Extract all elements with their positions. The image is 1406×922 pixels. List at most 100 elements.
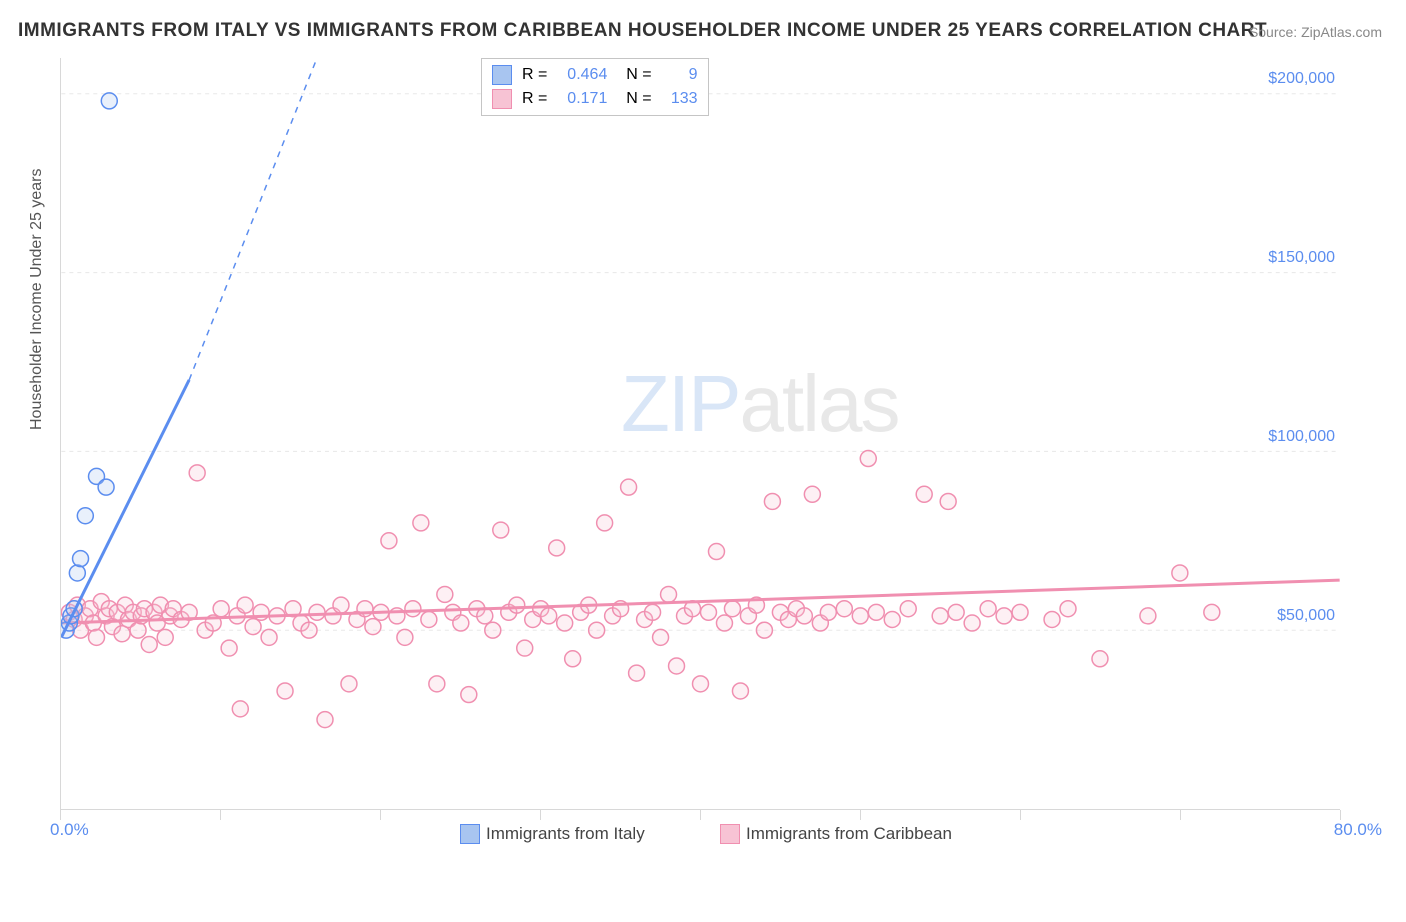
- legend-n-label: N =: [617, 87, 651, 111]
- data-point: [341, 676, 357, 692]
- data-point: [852, 608, 868, 624]
- data-point: [157, 629, 173, 645]
- data-point: [413, 515, 429, 531]
- data-point: [724, 601, 740, 617]
- data-point: [429, 676, 445, 692]
- data-point: [916, 486, 932, 502]
- data-point: [1140, 608, 1156, 624]
- correlation-legend: R = 0.464 N = 9 R = 0.171 N = 133: [481, 58, 709, 116]
- legend-r-value-italy: 0.464: [557, 63, 607, 87]
- data-point: [629, 665, 645, 681]
- x-tick: [380, 810, 381, 820]
- data-point: [932, 608, 948, 624]
- scatter-svg: [61, 58, 1340, 809]
- data-point: [621, 479, 637, 495]
- bottom-legend-caribbean-label: Immigrants from Caribbean: [746, 824, 952, 844]
- data-point: [365, 619, 381, 635]
- legend-swatch-caribbean: [492, 89, 512, 109]
- data-point: [732, 683, 748, 699]
- data-point: [1204, 604, 1220, 620]
- data-point: [836, 601, 852, 617]
- trendline-extrapolated: [189, 58, 317, 380]
- data-point: [509, 597, 525, 613]
- data-point: [557, 615, 573, 631]
- data-point: [701, 604, 717, 620]
- data-point: [565, 651, 581, 667]
- data-point: [317, 712, 333, 728]
- legend-r-label: R =: [522, 87, 547, 111]
- legend-swatch-italy-icon: [460, 824, 480, 844]
- legend-row-italy: R = 0.464 N = 9: [492, 63, 698, 87]
- data-point: [485, 622, 501, 638]
- data-point: [232, 701, 248, 717]
- legend-r-label: R =: [522, 63, 547, 87]
- data-point: [141, 637, 157, 653]
- data-point: [309, 604, 325, 620]
- x-axis-min-label: 0.0%: [50, 820, 89, 922]
- x-tick: [860, 810, 861, 820]
- data-point: [940, 493, 956, 509]
- legend-r-value-caribbean: 0.171: [557, 87, 607, 111]
- legend-swatch-caribbean-icon: [720, 824, 740, 844]
- data-point: [996, 608, 1012, 624]
- x-tick: [700, 810, 701, 820]
- data-point: [189, 465, 205, 481]
- data-point: [213, 601, 229, 617]
- data-point: [764, 493, 780, 509]
- data-point: [653, 629, 669, 645]
- data-point: [114, 626, 130, 642]
- data-point: [796, 608, 812, 624]
- data-point: [1060, 601, 1076, 617]
- data-point: [237, 597, 253, 613]
- data-point: [421, 611, 437, 627]
- data-point: [98, 479, 114, 495]
- x-tick: [1180, 810, 1181, 820]
- data-point: [453, 615, 469, 631]
- data-point: [437, 586, 453, 602]
- data-point: [69, 565, 85, 581]
- x-axis-max-label: 80.0%: [1334, 820, 1382, 922]
- legend-n-value-caribbean: 133: [662, 87, 698, 111]
- data-point: [549, 540, 565, 556]
- legend-n-value-italy: 9: [662, 63, 698, 87]
- x-tick: [220, 810, 221, 820]
- legend-n-label: N =: [617, 63, 651, 87]
- data-point: [1044, 611, 1060, 627]
- data-point: [130, 622, 146, 638]
- data-point: [756, 622, 772, 638]
- data-point: [405, 601, 421, 617]
- data-point: [261, 629, 277, 645]
- data-point: [980, 601, 996, 617]
- x-tick: [1340, 810, 1341, 820]
- chart-plot-area: ZIPatlas R = 0.464 N = 9 R = 0.171 N = 1…: [60, 58, 1340, 810]
- data-point: [645, 604, 661, 620]
- data-point: [804, 486, 820, 502]
- data-point: [89, 629, 105, 645]
- data-point: [708, 544, 724, 560]
- data-point: [1092, 651, 1108, 667]
- data-point: [245, 619, 261, 635]
- data-point: [948, 604, 964, 620]
- data-point: [221, 640, 237, 656]
- source-label: Source: ZipAtlas.com: [1249, 24, 1382, 40]
- data-point: [333, 597, 349, 613]
- data-point: [669, 658, 685, 674]
- bottom-legend-caribbean: Immigrants from Caribbean: [720, 824, 952, 844]
- data-point: [589, 622, 605, 638]
- bottom-legend-italy-label: Immigrants from Italy: [486, 824, 645, 844]
- data-point: [1172, 565, 1188, 581]
- data-point: [884, 611, 900, 627]
- data-point: [301, 622, 317, 638]
- data-point: [77, 508, 93, 524]
- chart-title: IMMIGRANTS FROM ITALY VS IMMIGRANTS FROM…: [18, 20, 1267, 42]
- data-point: [101, 93, 117, 109]
- x-tick: [60, 810, 61, 820]
- data-point: [868, 604, 884, 620]
- data-point: [277, 683, 293, 699]
- data-point: [716, 615, 732, 631]
- data-point: [461, 687, 477, 703]
- data-point: [597, 515, 613, 531]
- x-tick: [1020, 810, 1021, 820]
- y-axis-label: Householder Income Under 25 years: [28, 169, 46, 430]
- data-point: [964, 615, 980, 631]
